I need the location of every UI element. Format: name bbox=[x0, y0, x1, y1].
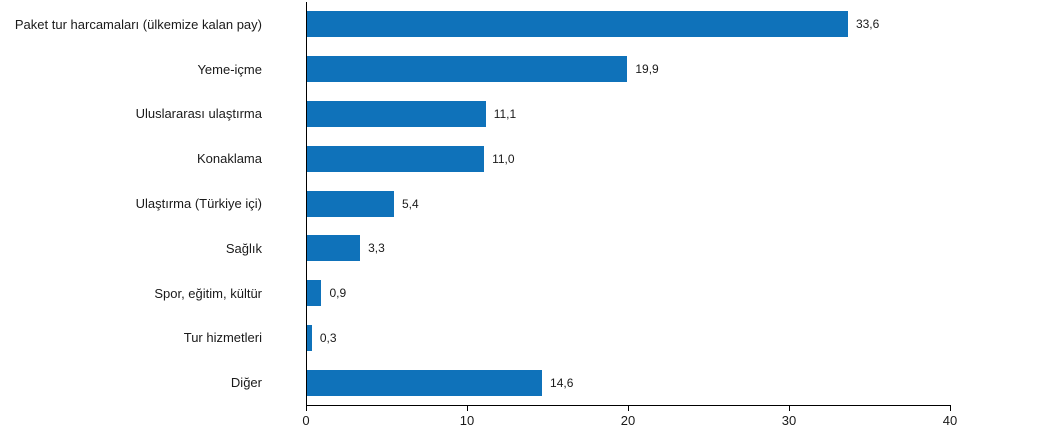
bar-row: Ulaştırma (Türkiye içi) 5,4 bbox=[0, 181, 1062, 226]
bar bbox=[307, 56, 628, 83]
value-label: 11,1 bbox=[493, 106, 517, 121]
bar-area: 11,0 bbox=[306, 136, 1062, 181]
x-axis-tick-label: 20 bbox=[620, 413, 636, 428]
x-axis-tick bbox=[788, 406, 790, 411]
category-label: Ulaştırma (Türkiye içi) bbox=[135, 196, 262, 212]
bar bbox=[307, 100, 486, 127]
value-label: 19,9 bbox=[635, 62, 659, 77]
bar-area: 33,6 bbox=[306, 2, 1062, 47]
x-axis-tick bbox=[466, 406, 468, 411]
x-axis-tick-label: 0 bbox=[302, 413, 310, 428]
bar-area: 5,4 bbox=[306, 181, 1062, 226]
x-axis-tick-label: 30 bbox=[781, 413, 797, 428]
bar-row: Yeme-içme 19,9 bbox=[0, 47, 1062, 92]
category-label: Diğer bbox=[230, 375, 262, 391]
bar-row: Diğer 14,6 bbox=[0, 360, 1062, 405]
bar-row: Paket tur harcamaları (ülkemize kalan pa… bbox=[0, 2, 1062, 47]
bar-row: Uluslararası ulaştırma 11,1 bbox=[0, 92, 1062, 137]
bar bbox=[307, 11, 848, 38]
category-label: Tur hizmetleri bbox=[183, 330, 262, 346]
category-label: Yeme-içme bbox=[197, 61, 262, 77]
x-axis-tick bbox=[627, 406, 629, 411]
category-label: Sağlık bbox=[225, 240, 262, 256]
value-label: 0,9 bbox=[329, 286, 347, 301]
bar-row: Tur hizmetleri 0,3 bbox=[0, 315, 1062, 360]
bar bbox=[307, 235, 361, 262]
bar-area: 11,1 bbox=[306, 92, 1062, 137]
bar bbox=[307, 369, 543, 396]
x-axis-tick bbox=[949, 406, 951, 411]
bar-area: 19,9 bbox=[306, 47, 1062, 92]
bar bbox=[307, 190, 394, 217]
value-label: 0,3 bbox=[319, 330, 337, 345]
bar-row: Sağlık 3,3 bbox=[0, 226, 1062, 271]
value-label: 33,6 bbox=[855, 17, 880, 32]
value-label: 11,0 bbox=[492, 151, 515, 166]
bar-row: Konaklama 11,0 bbox=[0, 136, 1062, 181]
bar bbox=[307, 280, 322, 307]
bar-area: 14,6 bbox=[306, 360, 1062, 405]
bar-area: 0,3 bbox=[306, 315, 1062, 360]
category-label: Uluslararası ulaştırma bbox=[135, 106, 262, 122]
category-label: Paket tur harcamaları (ülkemize kalan pa… bbox=[14, 16, 262, 32]
bar bbox=[307, 324, 312, 351]
bar bbox=[307, 145, 485, 172]
bar-row: Spor, eğitim, kültür 0,9 bbox=[0, 271, 1062, 316]
category-label: Konaklama bbox=[196, 151, 262, 167]
value-label: 5,4 bbox=[401, 196, 419, 211]
value-label: 3,3 bbox=[368, 241, 385, 256]
y-axis-line bbox=[306, 2, 307, 406]
x-axis-tick bbox=[305, 406, 307, 411]
x-axis-tick-label: 10 bbox=[459, 413, 475, 428]
bar-area: 3,3 bbox=[306, 226, 1062, 271]
x-axis-tick-label: 40 bbox=[942, 413, 958, 428]
value-label: 14,6 bbox=[550, 375, 574, 390]
x-axis-line: 0 10 20 30 40 bbox=[302, 405, 957, 428]
bar-area: 0,9 bbox=[306, 271, 1062, 316]
category-label: Spor, eğitim, kültür bbox=[154, 285, 262, 301]
bar-rows: Paket tur harcamaları (ülkemize kalan pa… bbox=[0, 2, 1062, 405]
